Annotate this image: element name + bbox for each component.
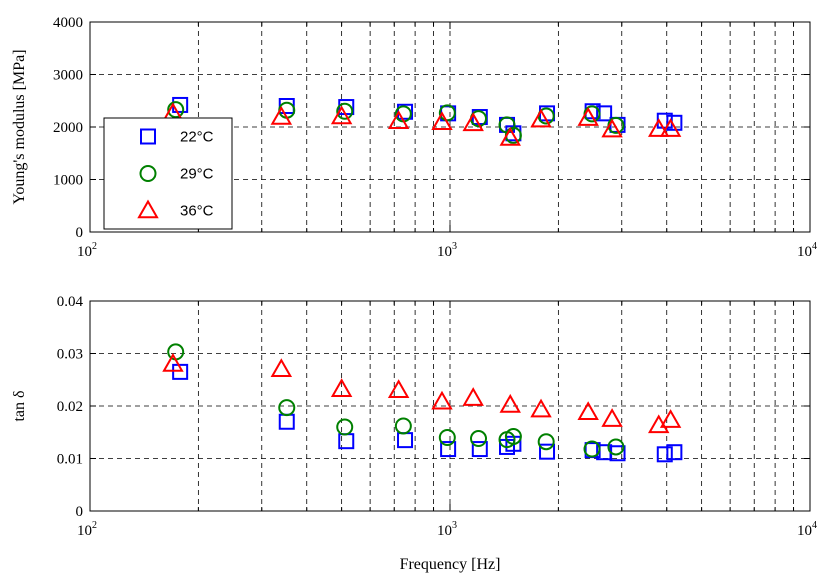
data-point-triangle: [530, 398, 552, 418]
data-point-triangle: [330, 105, 353, 125]
x-axis-label: Frequency [Hz]: [400, 556, 501, 573]
x-tick-exponent: 4: [812, 520, 817, 531]
data-point-square: [539, 443, 556, 460]
data-point-circle: [470, 430, 488, 448]
series-triangle: [162, 352, 682, 434]
x-tick-base: 10: [437, 523, 452, 539]
x-tick-base: 10: [437, 244, 452, 260]
data-point-triangle: [577, 401, 599, 421]
y-tick-label: 0.03: [57, 347, 83, 363]
x-tick-label: 102: [77, 241, 97, 260]
x-tick-exponent: 2: [92, 520, 97, 531]
y-tick-label: 3000: [53, 68, 83, 84]
data-point-triangle: [270, 358, 293, 377]
x-tick-label: 104: [797, 520, 817, 539]
data-point-circle: [607, 438, 625, 456]
data-point-circle: [537, 433, 555, 451]
x-tick-label: 103: [437, 520, 457, 539]
data-point-square: [440, 441, 457, 458]
y-tick-label: 1000: [53, 173, 83, 189]
x-tick-base: 10: [77, 244, 92, 260]
data-point-circle: [583, 440, 601, 458]
data-point-triangle: [577, 107, 599, 126]
x-tick-exponent: 3: [452, 520, 457, 531]
data-point-triangle: [647, 118, 670, 137]
legend-label: 36°C: [180, 203, 214, 220]
data-point-circle: [278, 399, 296, 417]
legend-marker-square: [140, 128, 156, 145]
data-point-triangle: [647, 414, 670, 434]
data-point-circle: [336, 102, 354, 120]
y-tick-label: 0: [76, 504, 84, 520]
legend-label: 22°C: [180, 129, 214, 146]
data-point-triangle: [601, 408, 623, 427]
y-axis-label: tan δ: [11, 390, 28, 421]
data-point-triangle: [530, 108, 552, 128]
data-point-triangle: [462, 112, 484, 132]
x-tick-label: 104: [797, 241, 817, 260]
data-point-triangle: [431, 111, 453, 131]
data-point-circle: [438, 104, 456, 122]
y-tick-label: 4000: [53, 15, 83, 31]
data-point-triangle: [387, 110, 410, 129]
x-tick-exponent: 2: [92, 241, 97, 252]
data-point-triangle: [499, 127, 521, 146]
x-tick-base: 10: [797, 523, 812, 539]
x-tick-base: 10: [77, 523, 92, 539]
legend-marker-circle: [139, 165, 157, 182]
x-tick-exponent: 4: [812, 241, 817, 252]
data-point-triangle: [270, 106, 293, 125]
data-point-circle: [167, 101, 185, 119]
data-point-circle: [438, 429, 456, 446]
y-tick-label: 0.01: [57, 452, 83, 468]
data-point-square: [666, 114, 683, 131]
legend-box: [103, 117, 233, 230]
series-circle: [167, 101, 625, 144]
x-tick-base: 10: [797, 244, 812, 260]
data-point-circle: [167, 343, 185, 361]
legend-marker-triangle: [137, 199, 159, 219]
data-point-square: [596, 105, 613, 122]
x-tick-exponent: 3: [452, 241, 457, 252]
data-point-triangle: [499, 393, 521, 413]
data-point-circle: [394, 417, 412, 435]
x-tick-label: 102: [77, 520, 97, 539]
legend: 22°C 29°C 36°C: [103, 117, 233, 230]
x-tick-label: 103: [437, 241, 457, 260]
data-point-triangle: [659, 409, 682, 428]
series-square: [172, 363, 683, 463]
data-point-circle: [504, 427, 522, 445]
data-point-triangle: [659, 118, 682, 137]
legend-label: 29°C: [180, 166, 214, 183]
data-point-triangle: [601, 118, 623, 138]
data-point-triangle: [431, 390, 453, 410]
data-point-square: [471, 441, 488, 458]
series-triangle: [162, 102, 682, 146]
data-point-square: [397, 432, 414, 449]
data-point-square: [666, 444, 683, 461]
data-point-square: [278, 413, 295, 430]
data-point-circle: [336, 418, 354, 436]
y-tick-label: 2000: [53, 120, 83, 136]
y-axis-label: Young's modulus [MPa]: [11, 49, 28, 204]
series-circle: [167, 343, 625, 458]
data-point-square: [172, 363, 189, 380]
data-point-triangle: [162, 352, 184, 372]
y-tick-label: 0: [76, 225, 84, 241]
y-tick-label: 0.02: [57, 399, 83, 415]
y-tick-label: 0.04: [57, 294, 84, 310]
data-point-triangle: [387, 379, 410, 398]
data-point-triangle: [462, 387, 484, 406]
data-point-triangle: [330, 378, 353, 397]
data-point-square: [656, 446, 673, 463]
